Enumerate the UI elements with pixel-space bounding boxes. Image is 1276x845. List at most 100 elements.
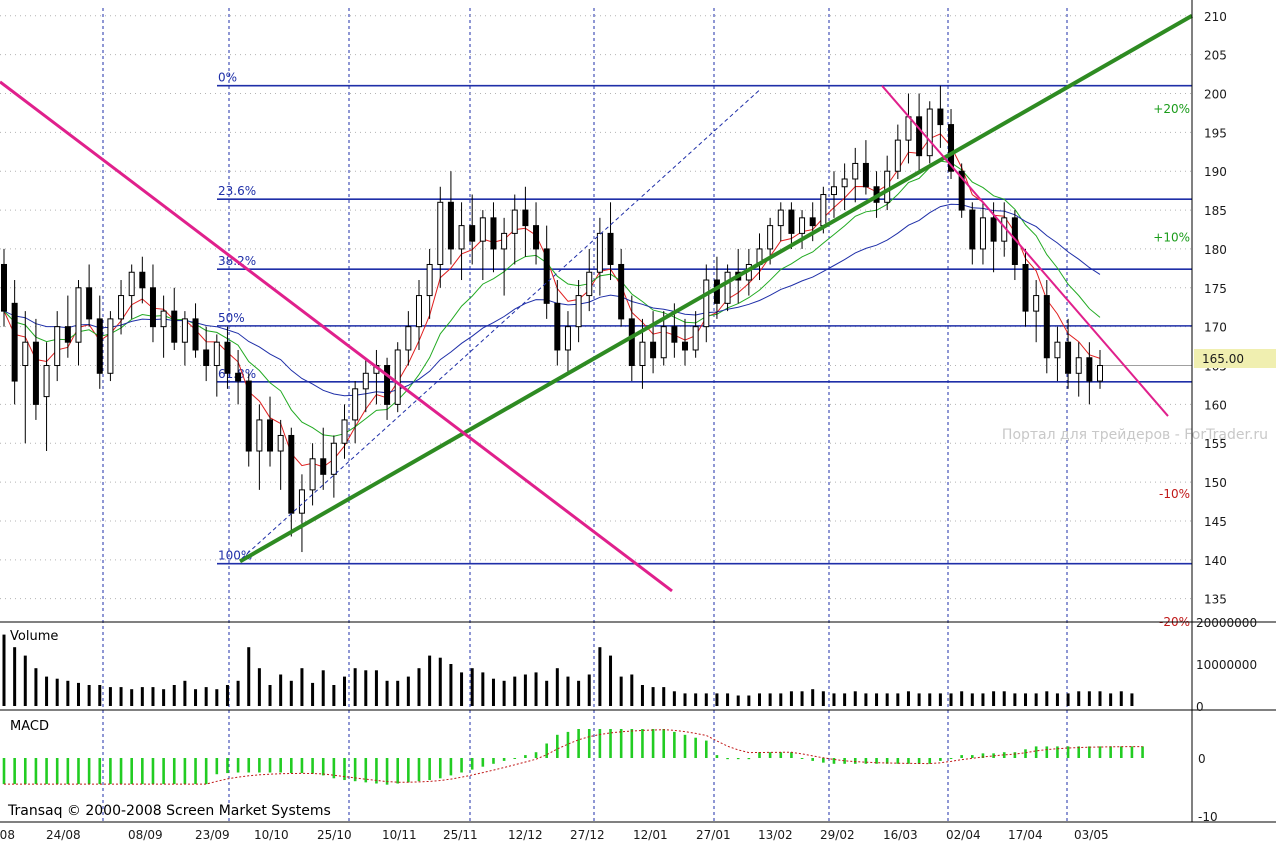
macd-histogram-bar	[1045, 746, 1049, 758]
volume-layer	[2, 634, 1134, 706]
macd-histogram-bar	[417, 758, 421, 782]
x-tick-label: 25/11	[443, 828, 478, 842]
volume-bar	[694, 693, 698, 706]
macd-histogram-bar	[385, 758, 389, 785]
candle-body	[181, 318, 188, 343]
macd-histogram-bar	[1024, 749, 1027, 758]
candle-body	[298, 489, 305, 514]
macd-histogram-bar	[87, 758, 91, 785]
volume-bar	[23, 655, 27, 706]
macd-histogram-bar	[343, 758, 346, 781]
volume-bar	[353, 668, 357, 706]
macd-histogram-bar	[662, 729, 666, 758]
volume-bar	[194, 689, 198, 706]
volume-bar	[268, 685, 272, 706]
volume-bar	[885, 693, 889, 706]
candle-body	[916, 116, 923, 157]
current-price-tag: 165.00	[1194, 349, 1276, 368]
candle-body	[426, 263, 433, 297]
candle-body	[650, 341, 657, 359]
macd-layer	[2, 729, 1144, 785]
macd-histogram-bar	[556, 734, 559, 758]
candle-body	[75, 287, 82, 343]
volume-bar	[949, 693, 953, 706]
candle-body	[1033, 295, 1040, 312]
macd-histogram-bar	[34, 758, 38, 785]
candle-body	[107, 318, 114, 374]
candle-body	[277, 434, 284, 452]
candle-body	[969, 209, 976, 250]
volume-bar	[2, 634, 6, 706]
x-tick-label: 10/11	[382, 828, 417, 842]
x-tick-label: 27/12	[570, 828, 605, 842]
candle-body	[607, 232, 614, 265]
candle-body	[245, 380, 252, 452]
volume-bar	[162, 689, 166, 706]
volume-bar	[215, 689, 219, 706]
x-tick-label: 29/02	[820, 828, 855, 842]
candle-body	[543, 248, 550, 304]
candle-body	[660, 326, 667, 359]
candle-body	[1043, 295, 1050, 359]
candle-body	[362, 372, 369, 390]
macd-histogram-bar	[790, 752, 793, 758]
price-tag-background	[1194, 349, 1276, 368]
candle-body	[522, 209, 529, 227]
volume-bar	[662, 687, 666, 706]
volume-bar	[587, 674, 591, 706]
y-tick-label: 145	[1204, 515, 1227, 529]
x-tick-label: 10/10	[254, 828, 289, 842]
macd-histogram-bar	[800, 758, 804, 759]
candle-body	[320, 458, 327, 475]
y-tick-label: 135	[1204, 593, 1227, 607]
volume-bar	[970, 693, 974, 706]
candle-body	[394, 349, 401, 405]
macd-histogram-bar	[13, 758, 16, 785]
macd-histogram-bar	[77, 758, 80, 785]
candle-body	[96, 318, 103, 374]
volume-bar	[896, 693, 900, 706]
candle-body	[894, 139, 901, 172]
candle-body	[288, 434, 295, 514]
x-tick-label: 12/12	[508, 828, 543, 842]
y-tick-label: 210	[1204, 10, 1227, 24]
candle-body	[671, 326, 678, 343]
macd-histogram-bar	[577, 729, 580, 758]
volume-bar	[236, 680, 240, 706]
volume-bar	[1013, 693, 1017, 706]
volume-bar	[1119, 691, 1123, 706]
macd-histogram-bar	[726, 758, 729, 760]
macd-histogram-bar	[279, 758, 282, 773]
macd-histogram-bar	[55, 758, 59, 785]
volume-bar	[992, 691, 996, 706]
macd-histogram-bar	[524, 755, 527, 758]
volume-bar	[396, 680, 400, 706]
macd-histogram-bar	[1088, 746, 1091, 758]
macd-histogram-bar	[438, 758, 442, 779]
y-tick-label: 180	[1204, 243, 1227, 257]
macd-histogram-bar	[428, 758, 431, 781]
macd-histogram-bar	[917, 758, 921, 764]
candle-body	[437, 201, 444, 265]
volume-bar	[374, 670, 378, 706]
candle-body	[554, 302, 561, 351]
y-tick-label: 185	[1204, 204, 1227, 218]
macd-histogram-bar	[566, 731, 570, 758]
volume-panel-title: Volume	[10, 629, 58, 644]
x-tick-label: 23/09	[195, 828, 230, 842]
macd-histogram-bar	[2, 758, 6, 785]
macd-histogram-bar	[1109, 746, 1112, 758]
candle-body	[192, 318, 199, 351]
macd-histogram-bar	[162, 758, 165, 785]
volume-bar	[1066, 693, 1070, 706]
macd-histogram-bar	[290, 758, 293, 774]
current-price-label: 165.00	[1202, 352, 1244, 366]
volume-bar	[289, 680, 293, 706]
macd-histogram-bar	[1002, 752, 1006, 758]
volume-bar	[577, 680, 581, 706]
macd-histogram-bar	[981, 753, 985, 758]
macd-histogram-bar	[407, 758, 410, 783]
candle-body	[586, 271, 593, 297]
